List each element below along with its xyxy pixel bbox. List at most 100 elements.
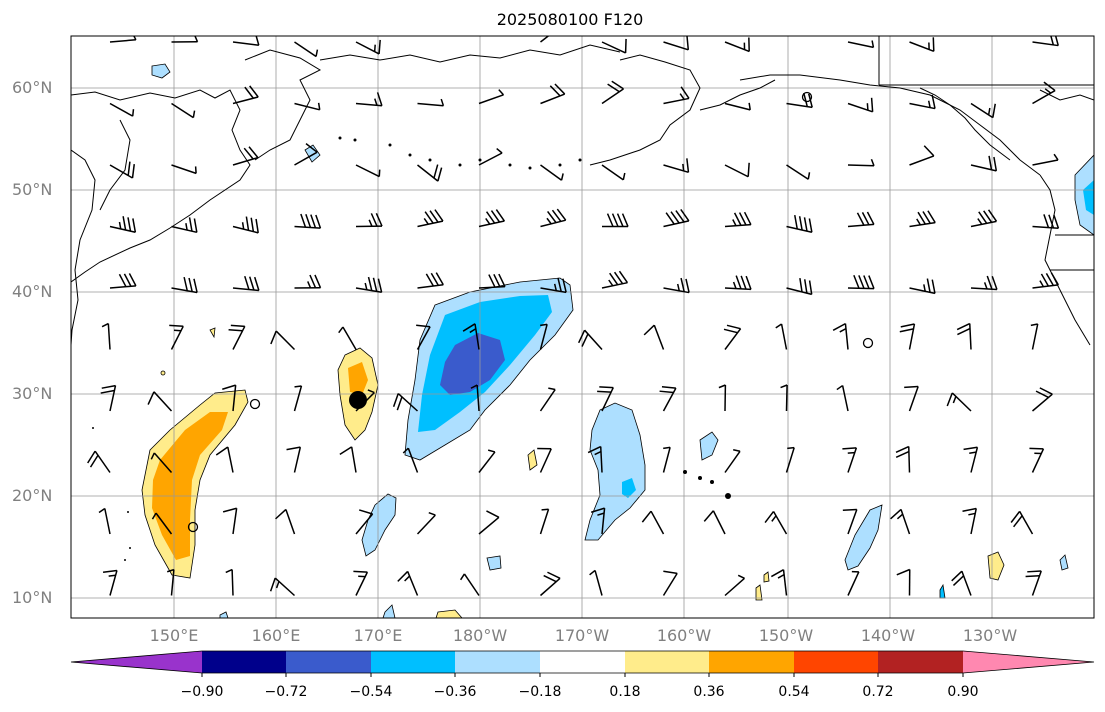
wind-barb bbox=[150, 452, 173, 473]
wind-barb bbox=[663, 36, 690, 51]
wind-barb bbox=[478, 209, 506, 228]
wind-barb bbox=[951, 570, 972, 596]
colorbar-segment bbox=[878, 651, 963, 673]
colorbar-tick-label: −0.18 bbox=[518, 684, 562, 700]
wind-barb bbox=[462, 323, 480, 350]
lat-label-20n: 20°N bbox=[12, 486, 53, 505]
wind-barb bbox=[478, 510, 500, 535]
wind-barb bbox=[232, 216, 259, 234]
wind-barb bbox=[832, 322, 849, 350]
wind-barb bbox=[786, 92, 813, 109]
wind-barb bbox=[904, 385, 919, 412]
wind-barb bbox=[909, 94, 936, 110]
wind-barb bbox=[847, 211, 875, 228]
wind-barb bbox=[724, 275, 752, 291]
wind-barb bbox=[416, 511, 436, 535]
wind-barb bbox=[899, 323, 916, 350]
lon-label-160e: 160°E bbox=[251, 626, 301, 645]
wind-barb bbox=[171, 164, 197, 175]
colorbar-tick-label: −0.72 bbox=[264, 684, 308, 700]
lat-label-30n: 30°N bbox=[12, 384, 53, 403]
colorbar-tick-label: 0.18 bbox=[609, 684, 641, 700]
wind-barb bbox=[659, 386, 677, 412]
wind-barb bbox=[100, 384, 117, 412]
colorbar-segment bbox=[794, 651, 878, 673]
wind-barb bbox=[275, 508, 296, 535]
wind-barb bbox=[355, 389, 375, 412]
wind-barb bbox=[1032, 214, 1060, 230]
wind-barb bbox=[1032, 387, 1053, 412]
wind-barb bbox=[663, 158, 690, 174]
wind-barb bbox=[601, 213, 629, 228]
map-title: 2025080100 F120 bbox=[496, 10, 644, 29]
wind-barb bbox=[540, 571, 561, 597]
wind-barb bbox=[392, 392, 419, 412]
wind-barb bbox=[478, 89, 505, 105]
wind-barb bbox=[1032, 153, 1059, 166]
wind-barb bbox=[890, 508, 911, 535]
wind-barb bbox=[909, 278, 936, 295]
wind-barb bbox=[1030, 323, 1039, 350]
wind-barb bbox=[402, 447, 419, 473]
wind-barb bbox=[417, 209, 444, 228]
colorbar-segment bbox=[540, 651, 625, 673]
wind-barb bbox=[339, 446, 357, 473]
lat-label-40n: 40°N bbox=[12, 282, 53, 301]
wind-barb bbox=[294, 102, 321, 111]
wind-barb bbox=[970, 155, 998, 172]
wind-barb bbox=[171, 36, 199, 43]
colorbar-tick-label: 0.72 bbox=[862, 684, 894, 700]
wind-barb bbox=[589, 569, 603, 596]
wind-barb bbox=[577, 329, 603, 351]
wind-barb bbox=[397, 570, 419, 596]
shaded-fields bbox=[141, 63, 1094, 618]
wind-barb bbox=[601, 38, 627, 54]
wind-barb bbox=[539, 508, 550, 535]
wind-barb bbox=[963, 446, 979, 473]
colorbar-segment bbox=[709, 651, 794, 673]
lon-label-130w: 130°W bbox=[962, 626, 1018, 645]
wind-barb bbox=[641, 510, 665, 535]
wind-barb bbox=[780, 384, 788, 412]
wind-barb bbox=[355, 92, 383, 107]
wind-barb bbox=[355, 276, 383, 294]
wind-barb bbox=[785, 446, 795, 473]
storm-marker-open bbox=[249, 398, 261, 410]
wind-barb bbox=[355, 213, 383, 228]
wind-barb bbox=[1032, 81, 1056, 105]
wind-barb bbox=[232, 85, 259, 105]
wind-barb bbox=[98, 507, 111, 535]
lon-label-170e: 170°E bbox=[353, 626, 403, 645]
wind-barb bbox=[970, 209, 998, 228]
wind-barb bbox=[109, 36, 137, 43]
wind-barb bbox=[663, 86, 690, 105]
wind-barb bbox=[601, 164, 626, 181]
wind-barb bbox=[109, 161, 135, 179]
wind-barb bbox=[786, 164, 811, 180]
wind-barb bbox=[147, 391, 173, 412]
colorbar-segment bbox=[963, 651, 1094, 673]
wind-barb bbox=[724, 574, 745, 597]
wind-barb bbox=[718, 384, 727, 412]
wind-barb bbox=[1032, 272, 1059, 289]
wind-barb bbox=[946, 392, 972, 412]
wind-barb bbox=[294, 213, 322, 229]
wind-barb bbox=[355, 509, 374, 535]
wind-barb bbox=[417, 272, 444, 289]
wind-barb bbox=[764, 511, 788, 535]
colorbar-segment bbox=[371, 651, 455, 673]
wind-barb bbox=[847, 97, 874, 113]
gridlines bbox=[71, 36, 1094, 618]
wind-barb bbox=[597, 386, 614, 412]
wind-barb bbox=[662, 570, 678, 596]
wind-barb bbox=[417, 98, 445, 107]
wind-barb bbox=[355, 164, 381, 178]
wind-barb bbox=[102, 569, 118, 596]
wind-barb bbox=[1010, 510, 1034, 535]
wind-barb bbox=[724, 37, 750, 53]
wind-barb bbox=[417, 164, 443, 182]
negative-anomaly-south bbox=[361, 493, 397, 557]
wind-barb bbox=[478, 147, 503, 166]
wind-barb bbox=[225, 568, 234, 596]
